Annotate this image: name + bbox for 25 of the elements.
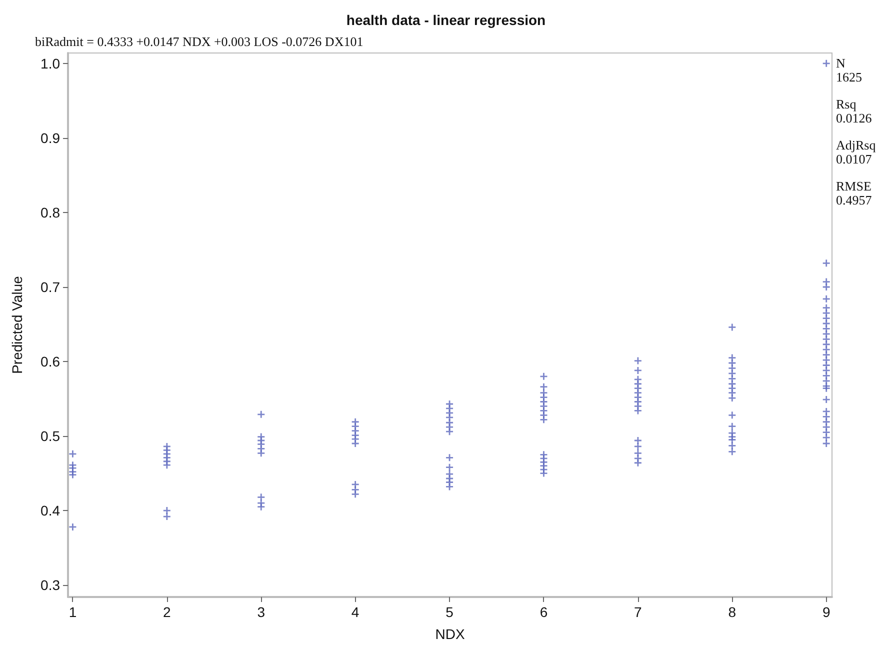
y-tick-label: 0.8 [40, 204, 60, 220]
y-tick-label: 0.7 [40, 278, 60, 295]
text: RMSE 0.4957 [836, 178, 872, 208]
x-tick-label: 1 [68, 604, 77, 620]
y-axis-title: Predicted Value [9, 276, 25, 374]
x-tick-label: 7 [634, 604, 642, 620]
text: Rsq 0.0126 [836, 96, 872, 126]
y-tick-label: 0.4 [40, 502, 60, 519]
x-tick-label: 4 [351, 604, 360, 620]
y-tick-label: 0.3 [40, 577, 60, 594]
text: N 1625 [836, 56, 862, 84]
x-tick-label: 3 [257, 604, 266, 620]
chart-title: health data - linear regression [346, 12, 546, 28]
y-tick-label: 0.6 [40, 354, 60, 370]
x-tick-label: 5 [446, 604, 454, 620]
x-tick-label: 2 [163, 604, 172, 620]
y-tick-label: 0.9 [40, 130, 60, 146]
x-tick-label: 8 [728, 604, 736, 620]
x-tick-label: 9 [822, 604, 830, 620]
y-tick-label: 0.5 [40, 428, 60, 444]
y-tick-label: 1.0 [40, 55, 60, 72]
text: biRadmit = 0.4333 +0.0147 NDX +0.003 LOS -0.0726 DX101 [35, 34, 364, 49]
text: AdjRsq 0.0107 [836, 138, 876, 166]
x-tick-label: 6 [540, 604, 548, 620]
x-axis-title: NDX [435, 626, 466, 642]
